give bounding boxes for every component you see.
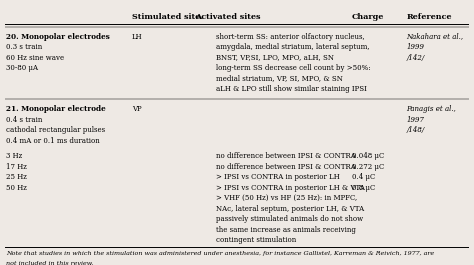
Text: 1997: 1997 — [406, 116, 424, 124]
Text: 17 Hz: 17 Hz — [6, 163, 27, 171]
Text: cathodal rectangular pulses: cathodal rectangular pulses — [6, 126, 105, 134]
Text: 60 Hz sine wave: 60 Hz sine wave — [6, 54, 64, 61]
Text: contingent stimulation: contingent stimulation — [216, 236, 296, 244]
Text: 50 Hz: 50 Hz — [6, 184, 27, 192]
Text: > IPSI vs CONTRA in posterior LH: > IPSI vs CONTRA in posterior LH — [216, 173, 340, 181]
Text: Reference: Reference — [406, 14, 452, 21]
Text: 0.8 μC: 0.8 μC — [352, 184, 375, 192]
Text: amygdala, medial striatum, lateral septum,: amygdala, medial striatum, lateral septu… — [216, 43, 370, 51]
Text: /142/: /142/ — [406, 54, 424, 61]
Text: long-term SS decrease cell count by >50%:: long-term SS decrease cell count by >50%… — [216, 64, 371, 72]
Text: Nakahara et al.,: Nakahara et al., — [406, 33, 463, 41]
Text: 30-80 μA: 30-80 μA — [6, 64, 37, 72]
Text: VP: VP — [132, 105, 142, 113]
Text: BNST, VP,SI, LPO, MPO, aLH, SN: BNST, VP,SI, LPO, MPO, aLH, SN — [216, 54, 334, 61]
Text: LH: LH — [132, 33, 143, 41]
Text: no difference between IPSI & CONTRA: no difference between IPSI & CONTRA — [216, 163, 356, 171]
Text: Panagis et al.,: Panagis et al., — [406, 105, 456, 113]
Text: 25 Hz: 25 Hz — [6, 173, 27, 181]
Text: > VHF (50 Hz) vs HF (25 Hz): in MPFC,: > VHF (50 Hz) vs HF (25 Hz): in MPFC, — [216, 194, 357, 202]
Text: Activated sites: Activated sites — [195, 14, 261, 21]
Text: passively stimulated animals do not show: passively stimulated animals do not show — [216, 215, 363, 223]
Text: Note that studies in which the stimulation was administered under anesthesia, fo: Note that studies in which the stimulati… — [6, 251, 434, 256]
Text: > IPSI vs CONTRA in posterior LH & VTA: > IPSI vs CONTRA in posterior LH & VTA — [216, 184, 365, 192]
Text: 0.4 mA or 0.1 ms duration: 0.4 mA or 0.1 ms duration — [6, 137, 100, 145]
Text: 0.048 μC: 0.048 μC — [352, 152, 384, 160]
Text: short-term SS: anterior olfactory nucleus,: short-term SS: anterior olfactory nucleu… — [216, 33, 365, 41]
Text: 0.272 μC: 0.272 μC — [352, 163, 384, 171]
Text: Charge: Charge — [352, 14, 384, 21]
Text: 1999: 1999 — [406, 43, 424, 51]
Text: 3 Hz: 3 Hz — [6, 152, 22, 160]
Text: aLH & LPO still show similar staining IPSI: aLH & LPO still show similar staining IP… — [216, 85, 367, 93]
Text: the same increase as animals receiving: the same increase as animals receiving — [216, 226, 356, 233]
Text: 0.4 s train: 0.4 s train — [6, 116, 42, 124]
Text: 0.4 μC: 0.4 μC — [352, 173, 375, 181]
Text: NAc, lateral septum, posterior LH, & VTA: NAc, lateral septum, posterior LH, & VTA — [216, 205, 364, 213]
Text: Stimulated site: Stimulated site — [132, 14, 201, 21]
Text: medial striatum, VP, SI, MPO, & SN: medial striatum, VP, SI, MPO, & SN — [216, 74, 343, 82]
Text: 0.3 s train: 0.3 s train — [6, 43, 42, 51]
Text: 21. Monopolar electrode: 21. Monopolar electrode — [6, 105, 105, 113]
Text: no difference between IPSI & CONTRA: no difference between IPSI & CONTRA — [216, 152, 356, 160]
Text: /148/: /148/ — [406, 126, 424, 134]
Text: 20. Monopolar electrodes: 20. Monopolar electrodes — [6, 33, 109, 41]
Text: not included in this review.: not included in this review. — [6, 261, 93, 265]
